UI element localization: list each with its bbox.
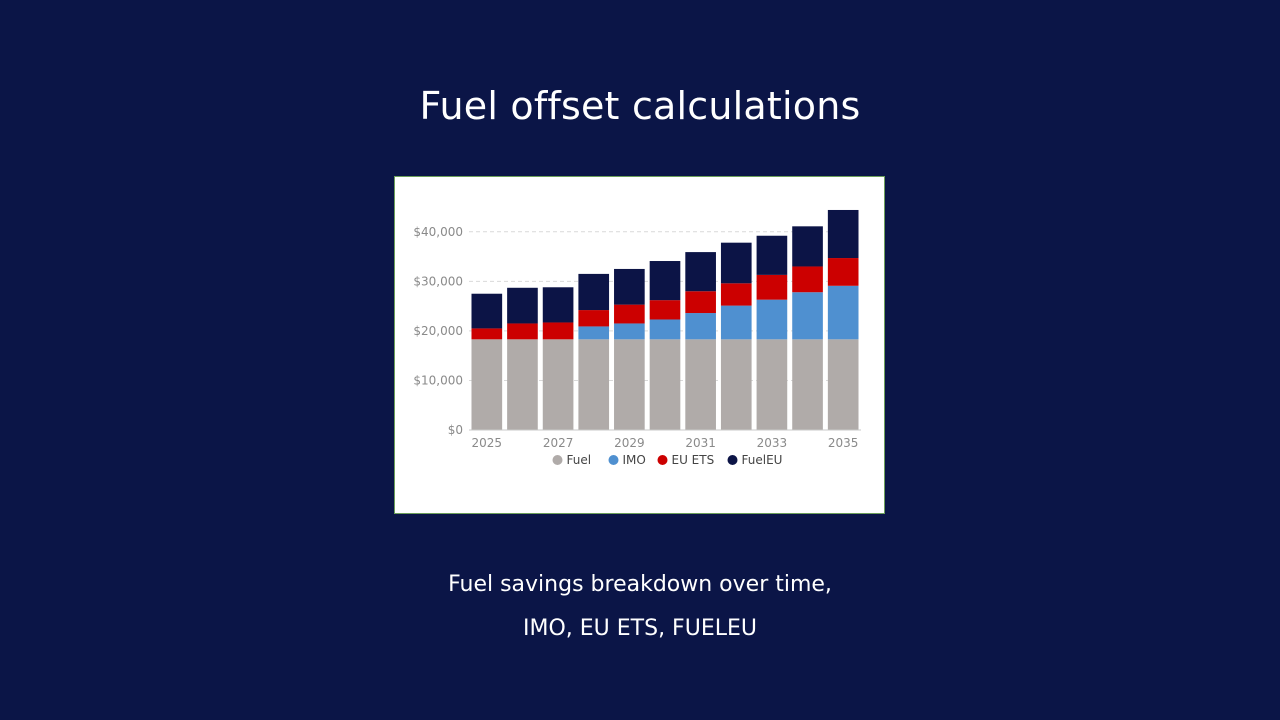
bar-fuel-2025 (471, 339, 503, 430)
bar-fuel-2035 (827, 339, 859, 430)
bar-fueleu-2031 (685, 252, 716, 292)
bar-eu-ets-2025 (471, 328, 503, 340)
y-tick-label: $0 (448, 423, 463, 437)
bar-fuel-2030 (649, 339, 681, 430)
bar-eu-ets-2032 (720, 283, 752, 306)
bar-eu-ets-2031 (685, 291, 716, 314)
legend-label-eu-ets: EU ETS (672, 453, 715, 467)
bar-fueleu-2029 (614, 268, 645, 305)
y-tick-label: $10,000 (413, 373, 463, 387)
bar-eu-ets-2034 (792, 266, 823, 293)
x-tick-label: 2025 (472, 436, 503, 450)
x-tick-label: 2035 (828, 436, 859, 450)
x-tick-label: 2031 (685, 436, 716, 450)
bar-eu-ets-2033 (756, 274, 788, 300)
bar-fuel-2027 (542, 339, 574, 430)
chart-card: $0 $10,000 $20,000 $30,000 $40,000 2025 2027 20… (394, 176, 885, 514)
bar-fuel-2034 (792, 339, 823, 430)
bar-fueleu-2026 (507, 287, 538, 324)
caption-line-1: Fuel savings breakdown over time, (448, 572, 832, 597)
legend-swatch-fueleu (727, 455, 738, 465)
bar-imo-2034 (792, 292, 823, 340)
legend-label-fueleu: FuelEU (742, 453, 783, 467)
bar-eu-ets-2029 (614, 304, 645, 324)
legend-swatch-eu-ets (657, 455, 668, 465)
bar-fueleu-2025 (471, 293, 503, 329)
bar-fueleu-2033 (756, 235, 788, 275)
bar-fuel-2026 (507, 339, 538, 430)
bar-fueleu-2035 (827, 209, 859, 259)
bar-imo-2031 (685, 313, 716, 340)
bar-fuel-2028 (578, 339, 610, 430)
bar-eu-ets-2028 (578, 310, 610, 327)
legend-swatch-fuel (552, 455, 563, 465)
x-tick-label: 2033 (757, 436, 788, 450)
y-tick-label: $30,000 (413, 274, 463, 288)
bar-fuel-2032 (720, 339, 752, 430)
bar-eu-ets-2026 (507, 323, 538, 340)
bar-imo-2030 (649, 319, 681, 340)
legend-swatch-imo (608, 455, 619, 465)
bar-imo-2029 (614, 323, 645, 340)
y-tick-label: $40,000 (413, 225, 463, 239)
caption-line-2: IMO, EU ETS, FUELEU (523, 616, 757, 641)
bar-eu-ets-2035 (827, 258, 859, 286)
bar-imo-2033 (756, 299, 788, 340)
legend-label-imo: IMO (623, 453, 646, 467)
slide-title: Fuel offset calculations (419, 84, 861, 128)
x-tick-label: 2029 (614, 436, 645, 450)
bar-imo-2032 (720, 305, 752, 340)
bar-fuel-2033 (756, 339, 788, 430)
bar-fueleu-2027 (542, 287, 574, 323)
bar-fuel-2029 (614, 339, 645, 430)
bar-eu-ets-2030 (649, 300, 681, 320)
y-tick-label: $20,000 (413, 324, 463, 338)
legend-label-fuel: Fuel (567, 453, 592, 467)
bar-fuel-2031 (685, 339, 716, 430)
bar-fueleu-2034 (792, 226, 823, 267)
stacked-bar-chart: $0 $10,000 $20,000 $30,000 $40,000 2025 2027 20… (413, 209, 861, 467)
bar-eu-ets-2027 (542, 322, 574, 340)
bar-fueleu-2032 (720, 242, 752, 284)
bar-fueleu-2028 (578, 273, 610, 311)
bar-imo-2028 (578, 326, 610, 340)
bar-imo-2035 (827, 285, 859, 340)
x-tick-label: 2027 (543, 436, 574, 450)
bar-fueleu-2030 (649, 261, 681, 301)
